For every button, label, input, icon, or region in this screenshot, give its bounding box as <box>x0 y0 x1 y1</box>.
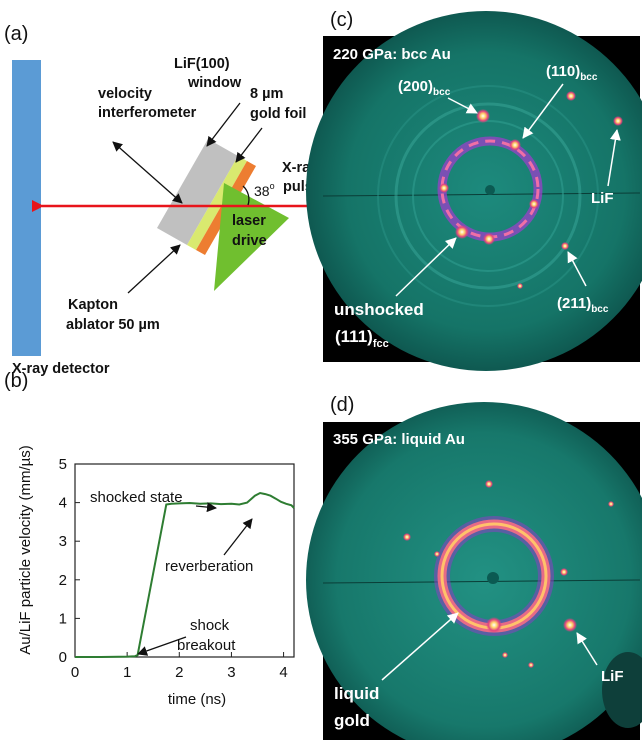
arrow-lif-c <box>607 129 621 187</box>
reverberation-label: reverberation <box>165 558 253 575</box>
beam-stop-d <box>487 572 499 584</box>
spot-c-200 <box>476 109 490 123</box>
shocked-state-label: shocked state <box>90 489 183 506</box>
panel-d-label: (d) <box>330 394 354 416</box>
x-tick-label: 1 <box>123 664 131 681</box>
velocity-series-line <box>75 491 295 658</box>
xray-detector <box>12 60 41 356</box>
kapton-arrow <box>127 244 181 294</box>
spot-c-lower-left <box>455 225 469 239</box>
label-liquid-gold: liquid gold <box>334 684 384 730</box>
detector-seam-d <box>322 579 641 584</box>
spot-d-lower2 <box>528 662 534 668</box>
spot-c-small <box>517 283 523 289</box>
spot-c-far <box>566 91 576 101</box>
spot-d-lower <box>502 652 508 658</box>
faint-ring-c3 <box>377 85 599 307</box>
arrow-111 <box>395 237 457 297</box>
detector-disk-d <box>306 402 642 740</box>
kapton-ablator-layer <box>187 156 247 250</box>
label-211-bcc: (211)bcc <box>557 295 609 315</box>
xray-detector-label: X-ray detector <box>12 361 110 377</box>
faint-ring-c2 <box>412 120 564 272</box>
panel-c: (c) 220 GPa: bcc Au (200)bcc (110)bcc Li… <box>306 9 642 371</box>
panel-c-title: 220 GPa: bcc Au <box>333 46 451 63</box>
arrow-211 <box>567 251 587 287</box>
spot-d-far-right <box>608 501 614 507</box>
shock-breakout-label: shock breakout <box>177 617 236 654</box>
laser-drive-beam <box>214 183 289 291</box>
spot-c-211 <box>561 242 569 250</box>
panel-c-label: (c) <box>330 9 353 31</box>
label-lif-c: LiF <box>591 190 614 207</box>
spot-c-left <box>439 183 449 193</box>
label-111-fcc: (111)fcc <box>335 327 389 350</box>
label-lif-d: LiF <box>601 668 624 685</box>
lif-window-block <box>157 139 238 245</box>
y-axis-label: Au/LiF particle velocity (mm/µs) <box>17 445 34 655</box>
spot-d-left <box>403 533 411 541</box>
spot-c-lif <box>613 116 623 126</box>
spot-d-left2 <box>434 551 440 557</box>
spot-d-lif <box>563 618 577 632</box>
shocked-state-arrow <box>195 502 217 513</box>
reverberation-arrow <box>223 518 253 556</box>
interferometer-arrow <box>112 141 183 204</box>
kapton-label: Kapton ablator 50 µm <box>66 297 160 333</box>
label-unshocked: unshocked <box>334 300 424 319</box>
lif-window-label: LiF(100) window <box>174 56 242 91</box>
spot-c-lower <box>483 233 495 245</box>
faint-ring-c1 <box>394 102 582 290</box>
beam-stop-c <box>485 185 495 195</box>
y-tick-label: 2 <box>59 572 67 589</box>
spot-d-top <box>485 480 493 488</box>
x-tick-label: 0 <box>71 664 79 681</box>
y-tick-label: 5 <box>59 456 67 473</box>
label-200-bcc: (200)bcc <box>398 78 451 98</box>
angle-label: 38o <box>254 181 275 199</box>
gold-foil-arrow <box>235 127 263 163</box>
detector-seam-c <box>322 192 641 197</box>
panel-a: (a) velocity interferometer LiF(100) win… <box>4 23 321 377</box>
x-tick-label: 2 <box>175 664 183 681</box>
plot-frame <box>74 463 295 658</box>
arrow-200 <box>447 97 478 114</box>
arrow-liquid-gold <box>381 612 459 681</box>
spot-c-right <box>529 199 539 209</box>
corner-shadow-d <box>602 652 642 728</box>
panel-d: (d) 355 GPa: liquid Au LiF liquid gold <box>306 394 642 740</box>
y-tick-label: 4 <box>59 495 67 512</box>
spot-c-110 <box>509 139 521 151</box>
panel-d-title: 355 GPa: liquid Au <box>333 431 465 448</box>
detector-disk-c <box>306 11 642 371</box>
arrow-lif-d <box>576 632 598 666</box>
y-tick-label: 3 <box>59 533 67 550</box>
panel-b: (b) 0 1 2 3 4 0 1 2 3 4 5 time (ns) Au/LiF particl… <box>4 370 295 708</box>
laser-drive-label: laser drive <box>232 213 270 249</box>
angle-arc <box>242 185 250 206</box>
x-tick-label: 4 <box>279 664 287 681</box>
panel-b-label: (b) <box>4 370 28 392</box>
label-110-bcc: (110)bcc <box>546 63 598 83</box>
velocity-interferometer-label: velocity interferometer <box>98 86 197 121</box>
panel-a-label: (a) <box>4 23 28 45</box>
shock-breakout-arrow <box>137 636 187 656</box>
y-tick-label: 0 <box>59 649 67 666</box>
y-tick-label: 1 <box>59 610 67 627</box>
window-arrow <box>206 102 241 147</box>
spot-d-bottom <box>486 617 502 633</box>
x-tick-label: 3 <box>227 664 235 681</box>
x-axis-label: time (ns) <box>168 691 226 708</box>
arrow-110 <box>522 83 564 139</box>
gold-foil-label: 8 µm gold foil <box>250 86 306 122</box>
spot-d-right <box>560 568 568 576</box>
